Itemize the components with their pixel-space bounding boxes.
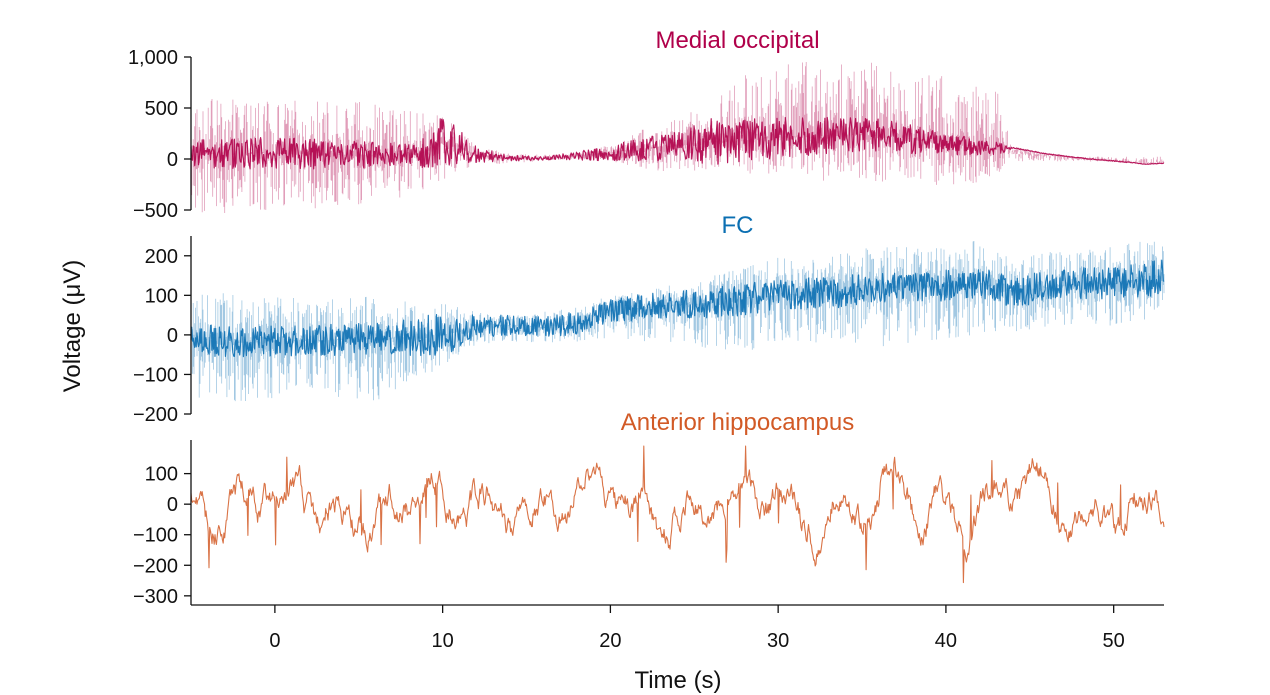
y-tick-label-2-1: −200 bbox=[133, 555, 178, 577]
signal-trace-0 bbox=[190, 116, 1164, 170]
y-tick-label-2-2: −100 bbox=[133, 525, 178, 547]
y-tick-label-1-3: 100 bbox=[145, 285, 178, 307]
panel-title-1: FC bbox=[722, 212, 754, 239]
y-tick-label-0-2: 500 bbox=[145, 98, 178, 120]
y-tick-label-1-2: 0 bbox=[167, 325, 178, 347]
signal-spikes-0 bbox=[190, 62, 1165, 213]
panel-0: −500 0 500 1,000 Medial occipital bbox=[128, 27, 1165, 222]
panel-2: −300 −200 −100 0 100 Anterior hippocampus bbox=[133, 409, 1165, 608]
x-tick-label-5: 50 bbox=[1103, 630, 1125, 652]
signal-spikes-1 bbox=[190, 241, 1165, 402]
x-axis: 0 10 20 30 40 50 bbox=[191, 604, 1164, 652]
signal-trace-1 bbox=[190, 259, 1165, 358]
panel-1: −200 −100 0 100 200 FC bbox=[133, 212, 1165, 426]
panel-title-2: Anterior hippocampus bbox=[621, 409, 854, 436]
signal-trace-2 bbox=[190, 445, 1165, 584]
y-tick-label-1-4: 200 bbox=[145, 246, 178, 268]
panels-layer: −500 0 500 1,000 Medial occipital −200 −100 0 10… bbox=[128, 27, 1165, 608]
y-tick-label-0-0: −500 bbox=[133, 200, 178, 222]
panel-title-0: Medial occipital bbox=[655, 27, 819, 54]
y-tick-label-2-3: 0 bbox=[167, 494, 178, 516]
x-tick-label-0: 0 bbox=[269, 630, 280, 652]
x-axis-title: Time (s) bbox=[634, 667, 721, 694]
x-tick-label-3: 30 bbox=[767, 630, 789, 652]
y-tick-label-0-1: 0 bbox=[167, 149, 178, 171]
y-axis-title: Voltage (μV) bbox=[59, 260, 86, 393]
y-tick-label-0-3: 1,000 bbox=[128, 47, 178, 69]
y-tick-label-2-0: −300 bbox=[133, 586, 178, 608]
y-tick-label-2-4: 100 bbox=[145, 464, 178, 486]
x-tick-label-1: 10 bbox=[432, 630, 454, 652]
y-tick-label-1-0: −200 bbox=[133, 404, 178, 426]
y-tick-label-1-1: −100 bbox=[133, 364, 178, 386]
x-tick-label-4: 40 bbox=[935, 630, 957, 652]
x-tick-label-2: 20 bbox=[599, 630, 621, 652]
